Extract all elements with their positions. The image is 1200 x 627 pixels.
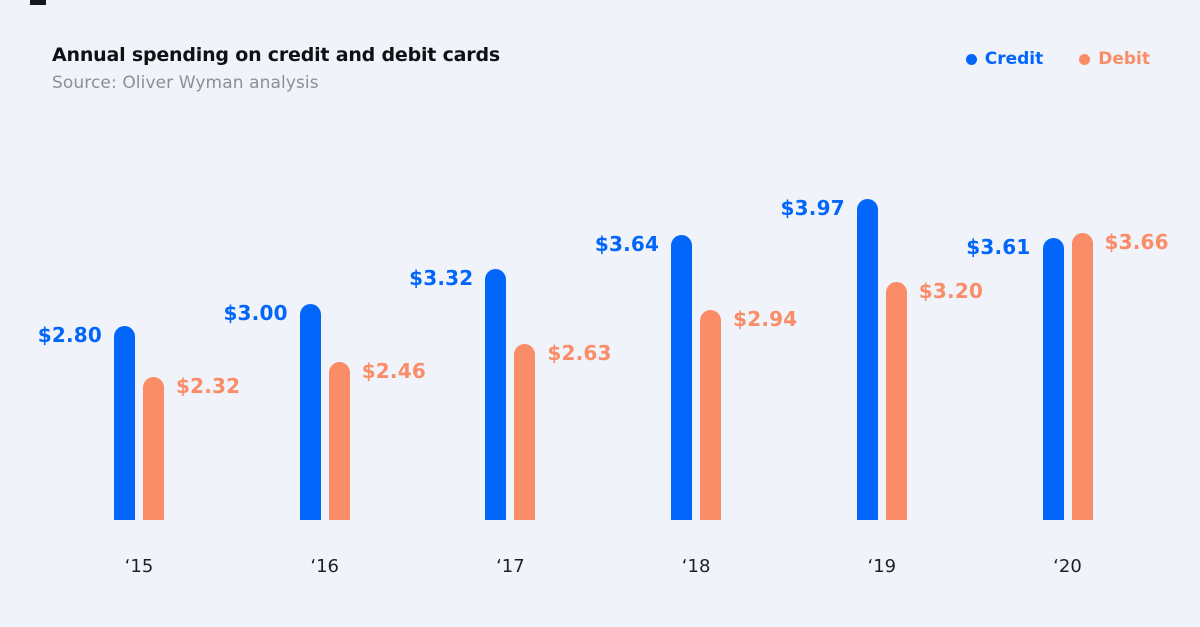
debit-bar xyxy=(1071,233,1093,520)
x-axis-label: ‘17 xyxy=(496,556,525,577)
debit-bar xyxy=(514,344,536,520)
debit-value-label: $3.20 xyxy=(918,279,984,303)
chart-source: Source: Oliver Wyman analysis xyxy=(52,73,319,93)
debit-value-label: $2.32 xyxy=(176,374,241,398)
credit-bar xyxy=(485,269,507,520)
credit-bar xyxy=(856,199,878,520)
legend-item-credit: Credit xyxy=(965,49,1044,69)
credit-value-label: $3.64 xyxy=(594,232,660,256)
credit-value-label: $3.61 xyxy=(966,235,1031,259)
debit-value-label: $3.66 xyxy=(1104,230,1169,254)
debit-bar xyxy=(700,310,722,520)
chart-title: Annual spending on credit and debit card… xyxy=(52,44,500,66)
credit-bar xyxy=(114,326,135,520)
x-axis-label: ‘16 xyxy=(310,556,339,577)
debit-value-label: $2.94 xyxy=(733,307,798,331)
credit-value-label: $3.32 xyxy=(409,266,474,290)
credit-legend-dot-icon xyxy=(965,53,977,65)
crop-artifact xyxy=(30,0,46,5)
credit-bar xyxy=(1042,238,1064,520)
credit-bar xyxy=(671,235,693,520)
credit-legend-label: Credit xyxy=(984,49,1044,69)
debit-legend-label: Debit xyxy=(1098,49,1150,69)
debit-value-label: $2.63 xyxy=(547,341,612,365)
legend-item-debit: Debit xyxy=(1079,50,1150,68)
debit-bar xyxy=(328,362,350,520)
chart-header: Annual spending on credit and debit card… xyxy=(52,44,500,93)
credit-bar xyxy=(299,304,321,520)
credit-value-label: $2.80 xyxy=(37,323,102,347)
credit-value-label: $3.97 xyxy=(780,196,845,220)
debit-legend-dot-icon xyxy=(1079,53,1091,65)
legend: Credit Debit xyxy=(965,49,1150,69)
debit-bar xyxy=(885,282,907,520)
debit-value-label: $2.46 xyxy=(361,359,426,383)
credit-value-label: $3.00 xyxy=(223,301,288,325)
x-axis-label: ‘19 xyxy=(867,556,897,577)
x-axis-label: ‘15 xyxy=(124,556,154,577)
x-axis-label: ‘20 xyxy=(1053,556,1082,577)
x-axis-label: ‘18 xyxy=(681,556,711,577)
debit-bar xyxy=(143,377,164,520)
